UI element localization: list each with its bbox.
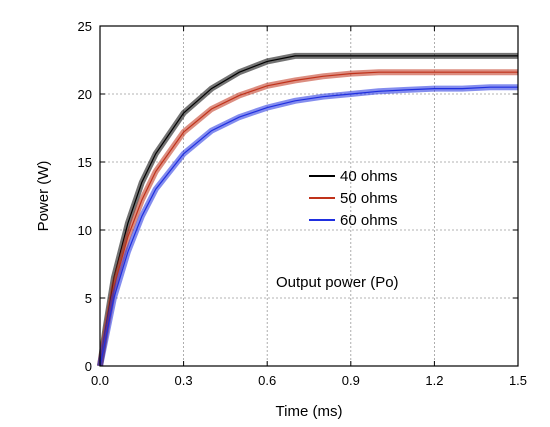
- x-tick-labels: 0.0 0.3 0.6 0.9 1.2 1.5: [91, 373, 527, 388]
- y-tick-labels: 0 5 10 15 20 25: [78, 19, 92, 374]
- y-tick-label: 15: [78, 155, 92, 170]
- plot-frame: [99, 25, 519, 367]
- y-tick-label: 10: [78, 223, 92, 238]
- y-tick-label: 25: [78, 19, 92, 34]
- legend-label-3: 60 ohms: [340, 212, 398, 229]
- y-axis-title: Power (W): [35, 161, 52, 232]
- legend-label-2: 50 ohms: [340, 190, 398, 207]
- y-tick-label: 5: [85, 291, 92, 306]
- series-layer: [97, 52, 518, 367]
- x-tick-label: 0.0: [91, 373, 109, 388]
- x-tick-label: 1.5: [509, 373, 527, 388]
- series-band-1: [97, 52, 518, 367]
- series-line-1: [99, 55, 518, 367]
- x-tick-label: 1.2: [425, 373, 443, 388]
- y-tick-label: 20: [78, 87, 92, 102]
- legend-label-1: 40 ohms: [340, 168, 398, 185]
- x-tick-label: 0.3: [175, 373, 193, 388]
- grid-lines: [100, 26, 518, 366]
- x-tick-label: 0.6: [258, 373, 276, 388]
- x-axis-title: Time (ms): [276, 403, 343, 420]
- x-tick-label: 0.9: [342, 373, 360, 388]
- series-line-2: [99, 71, 518, 367]
- axis-ticks: [99, 25, 519, 367]
- series-line-3: [99, 86, 518, 367]
- series-band-3: [97, 84, 518, 367]
- chart-annotation: Output power (Po): [276, 274, 399, 291]
- legend: 40 ohms 50 ohms 60 ohms: [309, 168, 398, 229]
- y-tick-label: 0: [85, 359, 92, 374]
